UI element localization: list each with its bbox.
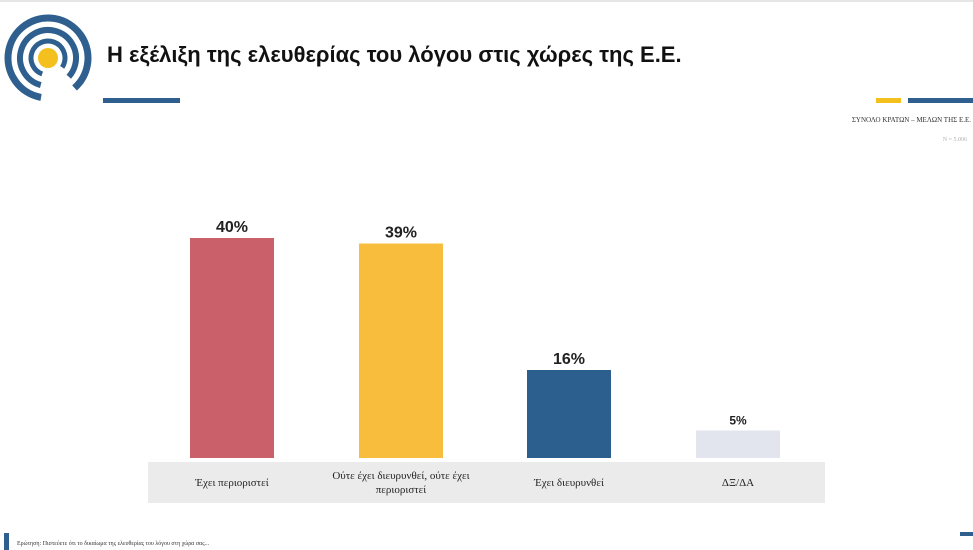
footer-mark-right (960, 532, 973, 536)
category-label-3: Έχει διευρυνθεί (534, 476, 604, 489)
question-footnote: Ερώτηση: Πιστεύετε ότι το δικαίωμα της ε… (17, 541, 210, 547)
top-border (0, 0, 973, 2)
chart-subtitle: ΣΥΝΟΛΟ ΚΡΑΤΩΝ – ΜΕΛΩΝ ΤΗΣ Ε.Ε. (851, 116, 971, 124)
brand-logo-icon (4, 14, 92, 102)
category-band (148, 462, 825, 503)
bar-4 (696, 430, 780, 458)
title-underline (103, 98, 180, 103)
bar-1 (190, 238, 274, 458)
data-label-2: 39% (385, 225, 417, 242)
accent-bar-yellow (876, 98, 901, 103)
category-label-2: Ούτε έχει διευρυνθεί, ούτε έχει περιορισ… (332, 469, 470, 496)
bar-3 (527, 370, 611, 458)
bar-2 (359, 243, 443, 458)
sample-size: N = 5.006 (942, 137, 967, 143)
category-label-1: Έχει περιοριστεί (195, 476, 269, 489)
data-label-1: 40% (216, 219, 248, 236)
category-label-4: ΔΞ/ΔΑ (721, 476, 755, 489)
data-label-3: 16% (553, 351, 585, 368)
page-title: Η εξέλιξη της ελευθερίας του λόγου στις … (107, 42, 682, 67)
accent-bar-blue (908, 98, 973, 103)
footer-mark (4, 533, 9, 550)
data-label-4: 5% (729, 414, 747, 428)
